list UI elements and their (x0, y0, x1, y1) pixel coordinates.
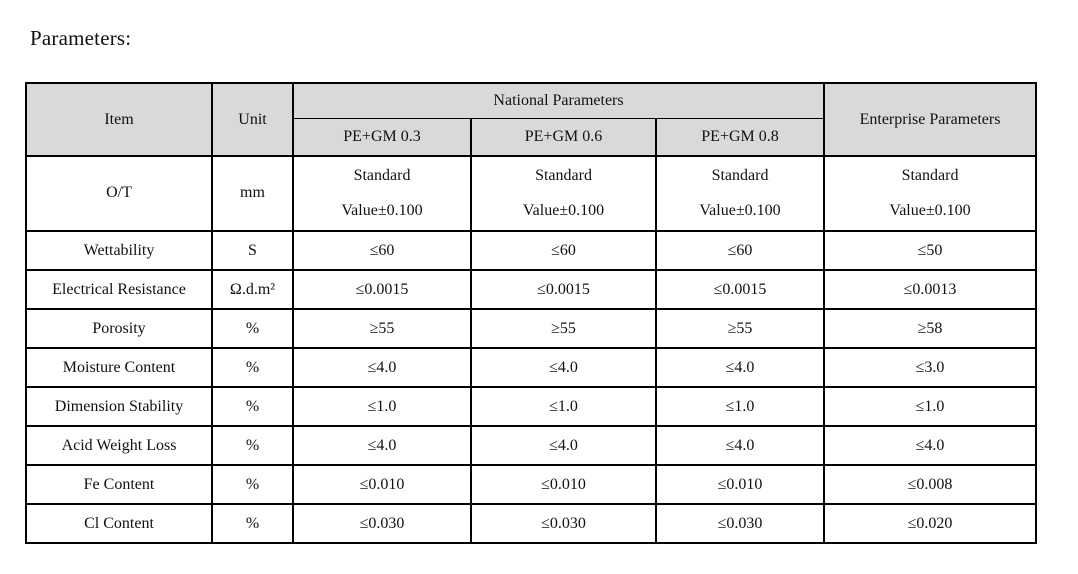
cell-value: ≤0.0015 (654, 269, 826, 310)
table-row: Fe Content% ≤0.010 ≤0.010 ≤0.010 ≤0.008 (25, 464, 1038, 505)
cell-unit: % (211, 308, 294, 349)
cell-value: ≤50 (823, 230, 1038, 271)
table-row: Acid Weight Loss% ≤4.0 ≤4.0 ≤4.0 ≤4.0 (25, 425, 1038, 466)
header-row-top: Item Unit National Parameters Enterprise… (25, 82, 1038, 157)
cell-value: ≤0.030 (292, 503, 472, 544)
cell-unit: % (211, 503, 294, 544)
cell-value: ≤1.0 (654, 386, 826, 427)
col-header-unit: Unit (211, 82, 294, 157)
cell-value: ≤60 (654, 230, 826, 271)
cell-value-line: Value±0.100 (522, 201, 605, 219)
col-header-pe-gm-03: PE+GM 0.3 (292, 117, 472, 157)
cell-value: ≤60 (470, 230, 657, 271)
col-header-item: Item (25, 82, 213, 157)
cell-item: Wettability (25, 230, 213, 271)
cell-value: Standard Value±0.100 (470, 155, 657, 232)
cell-unit: % (211, 425, 294, 466)
col-header-national-parameters: National Parameters (291, 82, 826, 119)
cell-value: ≤0.010 (654, 464, 826, 505)
cell-value-line: Standard (711, 167, 769, 185)
cell-value: ≤4.0 (823, 425, 1038, 466)
col-header-pe-gm-06: PE+GM 0.6 (470, 117, 657, 157)
cell-unit: % (211, 386, 294, 427)
cell-unit: Ω.d.m² (211, 269, 294, 310)
cell-value: Standard Value±0.100 (823, 155, 1038, 232)
cell-value: ≥55 (654, 308, 826, 349)
cell-value: ≤0.020 (823, 503, 1038, 544)
cell-item: Acid Weight Loss (25, 425, 213, 466)
cell-value: Standard Value±0.100 (292, 155, 472, 232)
table-row: Dimension Stability% ≤1.0 ≤1.0 ≤1.0 ≤1.0 (25, 386, 1038, 427)
cell-value: ≤3.0 (823, 347, 1038, 388)
page-title: Parameters: (30, 26, 132, 50)
cell-value: ≥55 (292, 308, 472, 349)
cell-value: ≤1.0 (470, 386, 657, 427)
cell-value-line: Value±0.100 (341, 201, 423, 219)
cell-value: ≤0.010 (470, 464, 657, 505)
cell-value: ≤4.0 (470, 425, 657, 466)
cell-value: ≤4.0 (292, 347, 472, 388)
col-header-enterprise-parameters: Enterprise Parameters (823, 82, 1038, 157)
col-header-pe-gm-08: PE+GM 0.8 (654, 117, 826, 157)
cell-value: ≤0.0015 (470, 269, 657, 310)
cell-item: Dimension Stability (25, 386, 213, 427)
table-row: Electrical Resistance Ω.d.m² ≤0.0015 ≤0.001… (25, 269, 1038, 310)
parameters-table: Item Unit National Parameters Enterprise… (25, 82, 1038, 544)
cell-value: ≤4.0 (292, 425, 472, 466)
parameters-table-body: O/T mm Standard Value±0.100 Standard Value±0.… (25, 155, 1038, 544)
cell-value-line: Standard (353, 167, 411, 185)
cell-item: Electrical Resistance (25, 269, 213, 310)
cell-value-line: Standard (901, 167, 959, 185)
cell-value: ≤1.0 (292, 386, 472, 427)
cell-value-line: Value±0.100 (889, 201, 971, 219)
cell-value: ≤4.0 (470, 347, 657, 388)
table-row: Wettability S ≤60 ≤60 ≤60 ≤50 (25, 230, 1038, 271)
cell-item: Porosity (25, 308, 213, 349)
cell-value: ≤0.0013 (823, 269, 1038, 310)
cell-unit: S (211, 230, 294, 271)
cell-value-line: Value±0.100 (699, 201, 781, 219)
cell-value: ≥55 (470, 308, 657, 349)
cell-value: ≤60 (292, 230, 472, 271)
table-row: O/T mm Standard Value±0.100 Standard Value±0.… (25, 155, 1038, 232)
cell-value: ≤0.010 (292, 464, 472, 505)
cell-item: Fe Content (25, 464, 213, 505)
cell-value: ≤0.030 (470, 503, 657, 544)
cell-unit: % (211, 464, 294, 505)
parameters-table-header: Item Unit National Parameters Enterprise… (25, 82, 1038, 157)
cell-item: Moisture Content (25, 347, 213, 388)
cell-value: ≥58 (823, 308, 1038, 349)
cell-value: ≤1.0 (823, 386, 1038, 427)
cell-value: ≤4.0 (654, 347, 826, 388)
table-row: Moisture Content% ≤4.0 ≤4.0 ≤4.0 ≤3.0 (25, 347, 1038, 388)
header-row-sub: PE+GM 0.3 PE+GM 0.6 PE+GM 0.8 (26, 117, 1036, 157)
cell-unit: % (211, 347, 294, 388)
cell-unit: mm (211, 155, 294, 232)
table-row: Cl Content% ≤0.030 ≤0.030 ≤0.030 ≤0.020 (25, 503, 1038, 544)
cell-value: ≤0.0015 (292, 269, 472, 310)
cell-value: Standard Value±0.100 (654, 155, 826, 232)
cell-value: ≤4.0 (654, 425, 826, 466)
cell-value-line: Standard (535, 167, 592, 185)
cell-item: O/T (25, 155, 213, 232)
cell-item: Cl Content (25, 503, 213, 544)
cell-value: ≤0.008 (823, 464, 1038, 505)
cell-value: ≤0.030 (654, 503, 826, 544)
table-row: Porosity% ≥55 ≥55 ≥55 ≥58 (25, 308, 1038, 349)
